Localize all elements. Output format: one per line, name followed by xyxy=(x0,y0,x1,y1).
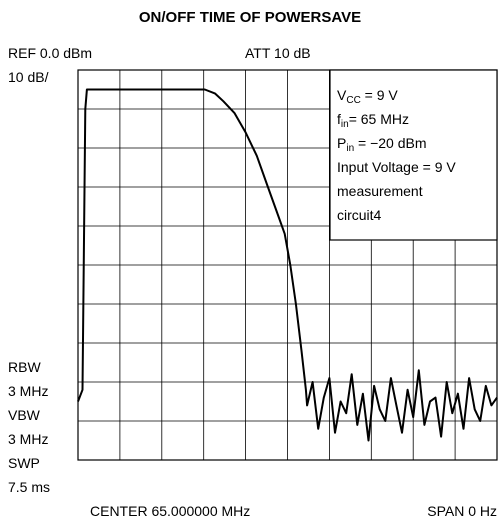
annotation-line: circuit4 xyxy=(337,207,382,223)
annotation-subscript: in xyxy=(341,119,349,130)
side-label: 3 MHz xyxy=(8,383,48,399)
annotation-text: = 65 MHz xyxy=(349,111,409,127)
side-label: VBW xyxy=(8,407,41,423)
annotation-line: measurement xyxy=(337,183,423,199)
att-label: ATT 10 dB xyxy=(245,45,311,61)
annotation-subscript: CC xyxy=(346,95,360,106)
annotation-text: = 9 V xyxy=(361,87,399,103)
side-label: 3 MHz xyxy=(8,431,48,447)
trace xyxy=(77,88,498,442)
annotation-box xyxy=(329,69,498,241)
annotation-text: V xyxy=(337,87,347,103)
span-label: SPAN 0 Hz xyxy=(427,503,497,519)
side-label: 7.5 ms xyxy=(8,479,50,495)
side-label: SWP xyxy=(8,455,40,471)
scale-label: 10 dB/ xyxy=(8,69,49,85)
annotation-line: Pin = −20 dBm xyxy=(337,135,427,154)
annotation-line: Input Voltage = 9 V xyxy=(337,159,456,175)
annotation-text: = −20 dBm xyxy=(354,135,426,151)
annotation-line: VCC = 9 V xyxy=(337,87,398,106)
plot-frame xyxy=(77,69,498,461)
ref-label: REF 0.0 dBm xyxy=(8,45,92,61)
chart-title: ON/OFF TIME OF POWERSAVE xyxy=(139,9,361,26)
center-label: CENTER 65.000000 MHz xyxy=(90,503,250,519)
side-label: RBW xyxy=(8,359,41,375)
annotation-text: Input Voltage = 9 V xyxy=(337,159,456,175)
annotation-text: measurement xyxy=(337,183,423,199)
annotation-text: circuit4 xyxy=(337,207,382,223)
annotation-line: fin= 65 MHz xyxy=(337,111,409,130)
annotation-text: f xyxy=(337,111,341,127)
annotation-subscript: in xyxy=(346,143,354,154)
annotation-text: P xyxy=(337,135,346,151)
